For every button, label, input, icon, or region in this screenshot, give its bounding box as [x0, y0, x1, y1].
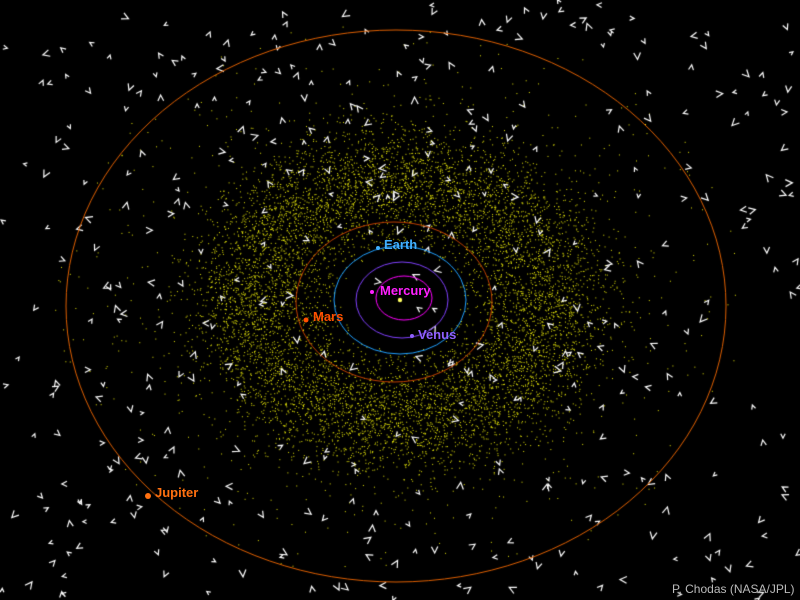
solar-system-diagram: MercuryVenusEarthMarsJupiter P. Chodas (… [0, 0, 800, 600]
earth-dot [376, 246, 380, 250]
jupiter-dot [145, 493, 151, 499]
credit-text: P. Chodas (NASA/JPL) [672, 582, 795, 596]
orbit-canvas [0, 0, 800, 600]
mercury-dot [370, 290, 374, 294]
mars-dot [304, 318, 309, 323]
venus-dot [410, 334, 414, 338]
